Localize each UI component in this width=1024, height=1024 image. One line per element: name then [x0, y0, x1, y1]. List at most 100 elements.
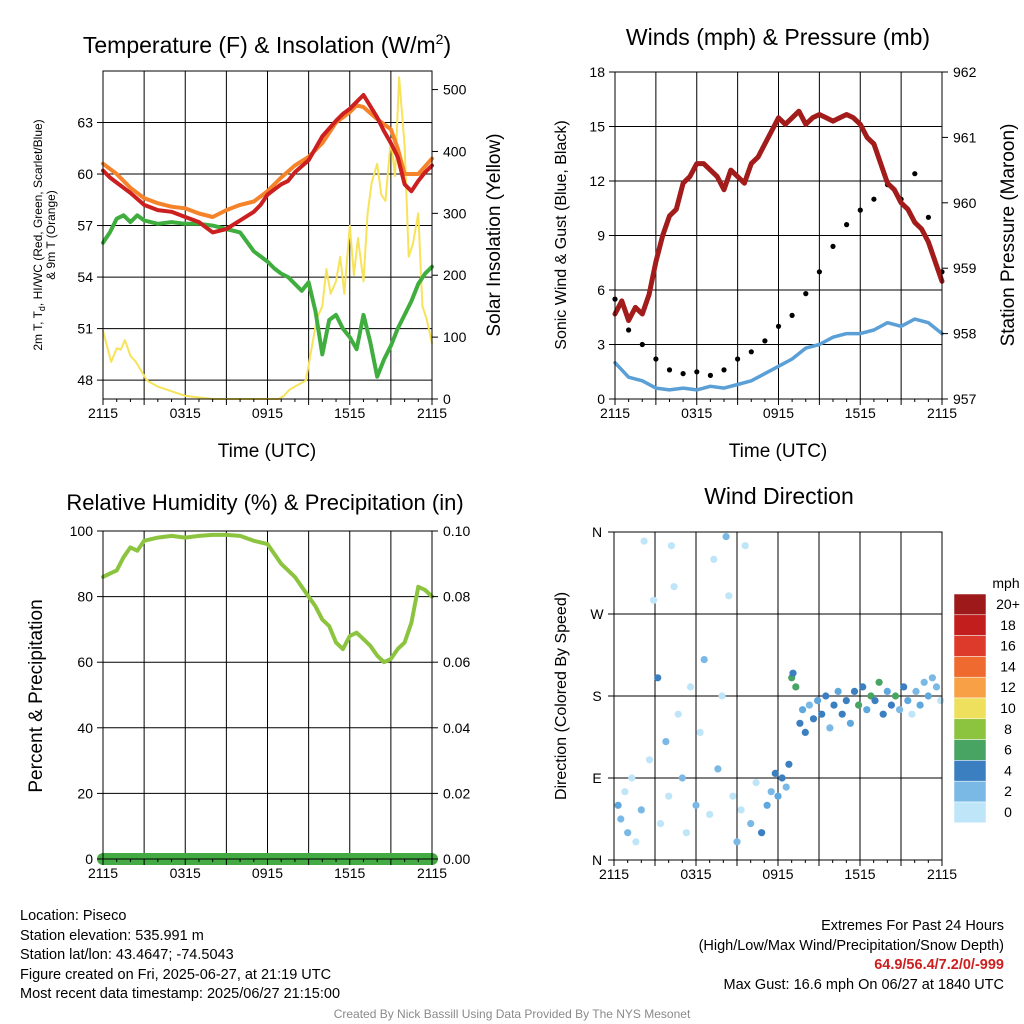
max-gust: Max Gust: 16.6 mph On 06/27 at 1840 UTC	[723, 976, 1004, 993]
colorbar-label: 10	[1000, 700, 1016, 716]
direction-point	[617, 815, 625, 823]
station-info: Location: Piseco Station elevation: 535.…	[20, 907, 340, 1005]
direction-point	[896, 706, 904, 714]
temp-y2tick-label: 500	[443, 82, 467, 98]
temp-2m-line	[101, 93, 434, 235]
temp-y2label: Solar Insolation (Yellow)	[484, 133, 505, 336]
gust-point	[912, 171, 918, 177]
direction-point	[859, 683, 867, 691]
wind-chart-title: Winds (mph) & Pressure (mb)	[626, 24, 930, 50]
station-latlon: Station lat/lon: 43.4647; -74.5043	[20, 947, 234, 963]
wind-y2tick-label: 958	[953, 326, 977, 342]
wind-y2tick-label: 962	[953, 64, 977, 80]
direction-point	[937, 697, 945, 705]
direction-point	[809, 715, 818, 723]
dir-xtick-label: 0315	[680, 866, 711, 882]
direction-point	[826, 724, 834, 732]
direction-point	[863, 706, 871, 714]
direction-point	[628, 774, 636, 782]
colorbar-swatch	[953, 614, 987, 636]
rh-ytick-label: 20	[77, 785, 93, 801]
direction-point	[665, 792, 673, 800]
direction-point	[767, 788, 775, 796]
direction-point	[614, 801, 622, 809]
direction-point	[682, 829, 691, 837]
colorbar-label: 6	[1004, 742, 1012, 758]
rh-xtick-label: 1515	[334, 865, 365, 881]
gust-point	[639, 341, 645, 348]
direction-point	[747, 820, 755, 828]
colorbar-swatch	[953, 780, 987, 803]
dir-ytick-label: W	[590, 606, 604, 622]
direction-point	[846, 719, 855, 727]
rh-ytick-label: 60	[77, 654, 93, 670]
colorbar-label: 0	[1004, 804, 1012, 820]
insolation-line	[102, 76, 433, 400]
direction-point	[928, 674, 937, 682]
temp-ytick-label: 51	[77, 321, 93, 337]
direction-point	[855, 701, 863, 709]
direction-point	[650, 596, 658, 604]
direction-point	[904, 697, 912, 705]
wind-ytick-label: 12	[589, 173, 605, 189]
direction-point	[718, 692, 726, 700]
rh-ytick-label: 40	[77, 720, 93, 736]
gust-point	[748, 349, 754, 355]
dir-xtick-label: 2115	[927, 866, 957, 882]
rh-y2tick-label: 0.02	[443, 785, 470, 801]
wind-xtick-label: 2115	[600, 405, 630, 421]
temp-ytick-label: 54	[77, 269, 93, 285]
gust-point	[735, 356, 741, 362]
direction-point	[838, 710, 846, 718]
dir-ytick-label: N	[592, 852, 602, 868]
colorbar-label: 18	[1000, 617, 1016, 633]
temp-xtick-label: 2115	[417, 405, 447, 421]
gust-point	[816, 269, 823, 275]
dir-ytick-label: E	[592, 770, 601, 786]
direction-point	[818, 710, 826, 718]
dir-xtick-label: 1515	[844, 866, 875, 882]
wind-y2label: Station Pressure (Maroon)	[998, 124, 1019, 347]
rh-ytick-label: 0	[85, 851, 93, 867]
dir-ytick-label: S	[592, 688, 601, 704]
direction-point	[763, 801, 771, 809]
dir-ytick-label: N	[592, 524, 602, 540]
station-location: Location: Piseco	[20, 908, 127, 924]
rh-xtick-label: 2115	[88, 865, 118, 881]
wind-ytick-label: 6	[597, 282, 605, 298]
temp-y2tick-label: 100	[443, 329, 467, 345]
direction-point	[887, 701, 896, 709]
temp-xtick-label: 1515	[334, 405, 365, 421]
temp-ytick-label: 57	[77, 218, 93, 234]
direction-point	[741, 542, 749, 550]
extremes-subtitle: (High/Low/Max Wind/Precipitation/Snow De…	[698, 937, 1004, 954]
direction-point	[805, 701, 814, 709]
direction-point	[656, 820, 665, 828]
station-elevation: Station elevation: 535.991 m	[20, 927, 204, 944]
temp-y2tick-label: 200	[443, 267, 467, 283]
temp-y2tick-label: 0	[443, 391, 451, 407]
gust-point	[680, 371, 686, 377]
direction-point	[700, 656, 708, 664]
colorbar-label: 8	[1004, 721, 1012, 737]
credit-line: Created By Nick Bassill Using Data Provi…	[333, 1007, 691, 1021]
direction-point	[796, 719, 804, 727]
colorbar-label: 2	[1004, 783, 1012, 799]
temp-9m-line	[101, 103, 434, 219]
gust-point	[830, 243, 836, 249]
direction-point	[785, 760, 793, 768]
direction-point	[624, 829, 632, 837]
direction-point	[706, 810, 714, 819]
direction-point	[645, 756, 654, 764]
temp-y2tick-label: 400	[443, 143, 467, 159]
direction-point	[729, 792, 737, 800]
direction-point	[737, 806, 745, 814]
rh-ytick-label: 100	[70, 523, 94, 539]
temp-y2tick-label: 300	[443, 205, 467, 221]
direction-point	[640, 537, 648, 545]
gust-point	[775, 323, 782, 329]
gust-point	[762, 338, 768, 344]
dir-xtick-label: 0915	[762, 866, 793, 882]
temp-ytick-label: 48	[77, 372, 93, 388]
